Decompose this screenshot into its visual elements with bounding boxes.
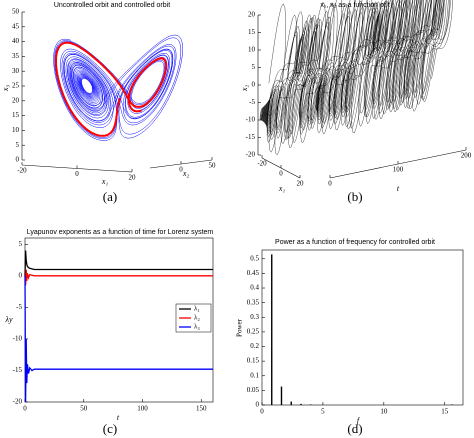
y-tick-label: 0.05 xyxy=(247,386,260,394)
x-label: x₁ xyxy=(101,177,109,186)
legend-label: λ₂ xyxy=(194,314,200,322)
y-tick-label: 5 xyxy=(19,240,23,248)
y-tick-label: 0.4 xyxy=(250,284,259,292)
y-tick-label: -5 xyxy=(16,303,22,311)
chart-title: Power as a function of frequency for con… xyxy=(275,239,435,246)
z-tick-label: 15 xyxy=(248,28,256,36)
y-tick-label: 0 xyxy=(256,401,260,409)
y-tick-label: 0.45 xyxy=(247,269,260,277)
z-tick-label: 0 xyxy=(252,81,256,89)
z-tick-label: 40 xyxy=(12,37,20,45)
caption: (b) xyxy=(347,189,362,204)
y-tick-label: -10 xyxy=(13,335,23,343)
panel: 0 0.05 0.1 0.15 0.2 0.25 0.3 0.35 0.4 0.45 0.5 0 5 10… xyxy=(236,249,464,425)
z-tick-label: -15 xyxy=(246,133,256,141)
y-tick-label: 100 xyxy=(393,166,404,174)
chart-title: Uncontrolled orbit and controlled orbit xyxy=(54,2,170,9)
z-tick-label: 0 xyxy=(16,156,20,164)
y-tick-label: 0 xyxy=(328,180,332,188)
y-label: x₂ xyxy=(182,169,190,178)
z-tick-label: -5 xyxy=(249,98,255,106)
z-tick-label: 20 xyxy=(12,96,20,104)
x-label: x₁ xyxy=(278,184,286,193)
series-line xyxy=(24,275,213,403)
uncontrolled-orbit xyxy=(53,34,183,141)
z-tick-label: 10 xyxy=(12,126,20,134)
legend-label: λ₃ xyxy=(194,323,200,331)
y-tick-label: 0.15 xyxy=(247,357,260,365)
y-tick-label: -15 xyxy=(13,366,23,374)
x-tick-label: 150 xyxy=(196,405,207,413)
z-tick-label: 20 xyxy=(248,11,256,19)
y-tick-label: 200 xyxy=(461,152,472,160)
caption: (a) xyxy=(103,189,117,204)
plot-frame xyxy=(261,249,464,406)
legend-label: λ₁ xyxy=(194,305,200,313)
y-label: t xyxy=(397,184,400,193)
z-tick-label: 35 xyxy=(12,52,20,60)
x-tick-label: 0 xyxy=(279,170,283,178)
x-tick-label: 20 xyxy=(297,180,305,188)
series-line xyxy=(24,250,213,276)
x-tick-label: 100 xyxy=(137,405,148,413)
caption: (c) xyxy=(103,421,117,436)
x-tick-label: 0 xyxy=(260,408,264,416)
y-label: λy xyxy=(4,315,12,324)
y-tick-label: 0.1 xyxy=(250,371,259,379)
z-tick-label: -10 xyxy=(246,116,256,124)
x-tick-label: -20 xyxy=(257,160,267,168)
z-tick-label: 5 xyxy=(16,141,20,149)
x-tick-label: 0 xyxy=(75,170,79,178)
x-tick-label: 20 xyxy=(129,174,137,182)
z-tick-label: 5 xyxy=(252,63,256,71)
z-label: x₃ xyxy=(1,85,10,93)
y-tick-label: 0.35 xyxy=(247,298,260,306)
y-tick-label: 50 xyxy=(209,162,217,170)
panel: 0 5 10 15 20 25 30 35 40 45 50 -20 0 20 0 50 x₁ x₂ x₃ xyxy=(1,8,216,186)
z-tick-label: 10 xyxy=(248,46,256,54)
y-tick-label: 0 xyxy=(179,166,183,174)
z-tick-label: -20 xyxy=(246,151,256,159)
z-tick-label: 15 xyxy=(12,111,20,119)
trajectory xyxy=(259,0,453,156)
x-tick-label: 10 xyxy=(380,408,388,416)
y-tick-label: -20 xyxy=(13,398,23,406)
y-tick-label: 0 xyxy=(19,271,23,279)
caption: (d) xyxy=(347,421,362,436)
controlled-orbit xyxy=(54,41,168,137)
y-tick-label: 0.2 xyxy=(250,342,259,350)
y-label: Power xyxy=(236,318,244,337)
x-tick-label: -20 xyxy=(17,167,27,175)
chart-title: Lyapunov exponents as a function of time… xyxy=(27,229,214,236)
x-tick-label: 0 xyxy=(23,405,27,413)
chart-title: x₁, x₂ as a function of t xyxy=(320,2,389,9)
z-tick-label: 45 xyxy=(12,22,20,30)
x-label: t xyxy=(117,413,120,422)
x-tick-label: 50 xyxy=(80,405,88,413)
x-label: f xyxy=(357,416,361,425)
y-tick-label: 0.25 xyxy=(247,327,260,335)
y-tick-label: 0.3 xyxy=(250,313,259,321)
x-tick-label: 15 xyxy=(441,408,449,416)
z-label: x₂ xyxy=(240,85,249,93)
x-tick-label: 5 xyxy=(321,408,325,416)
y-tick-label: 0.5 xyxy=(250,254,259,262)
z-tick-label: 50 xyxy=(12,8,20,16)
z-tick-label: 25 xyxy=(12,82,20,90)
series-line xyxy=(24,269,213,286)
z-tick-label: 30 xyxy=(12,67,20,75)
